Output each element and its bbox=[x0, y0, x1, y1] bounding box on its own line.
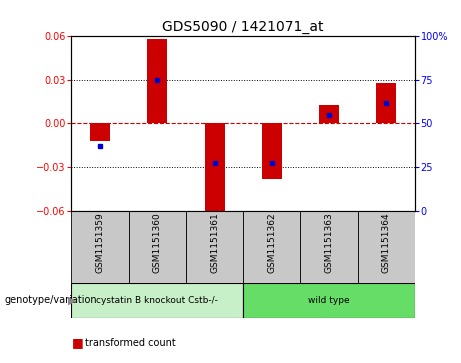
Bar bbox=[376, 83, 396, 123]
Bar bbox=[262, 123, 282, 179]
Text: GSM1151361: GSM1151361 bbox=[210, 213, 219, 273]
Text: wild type: wild type bbox=[308, 296, 350, 305]
Text: GSM1151359: GSM1151359 bbox=[95, 213, 105, 273]
Bar bbox=[129, 211, 186, 283]
Text: transformed count: transformed count bbox=[85, 338, 176, 348]
Bar bbox=[243, 283, 415, 318]
Text: cystatin B knockout Cstb-/-: cystatin B knockout Cstb-/- bbox=[96, 296, 218, 305]
Text: genotype/variation: genotype/variation bbox=[5, 295, 97, 305]
Text: ■: ■ bbox=[71, 362, 83, 363]
Bar bbox=[186, 211, 243, 283]
Bar bbox=[71, 211, 129, 283]
Title: GDS5090 / 1421071_at: GDS5090 / 1421071_at bbox=[162, 20, 324, 34]
Text: ▶: ▶ bbox=[68, 295, 77, 305]
Bar bbox=[319, 105, 339, 123]
Bar bbox=[301, 211, 358, 283]
Bar bbox=[90, 123, 110, 141]
Bar bbox=[148, 39, 167, 123]
Text: GSM1151363: GSM1151363 bbox=[325, 213, 334, 273]
Bar bbox=[243, 211, 301, 283]
Text: ■: ■ bbox=[71, 337, 83, 350]
Bar bbox=[358, 211, 415, 283]
Text: GSM1151360: GSM1151360 bbox=[153, 213, 162, 273]
Bar bbox=[71, 283, 243, 318]
Bar bbox=[205, 123, 225, 215]
Text: GSM1151362: GSM1151362 bbox=[267, 213, 276, 273]
Text: GSM1151364: GSM1151364 bbox=[382, 213, 391, 273]
